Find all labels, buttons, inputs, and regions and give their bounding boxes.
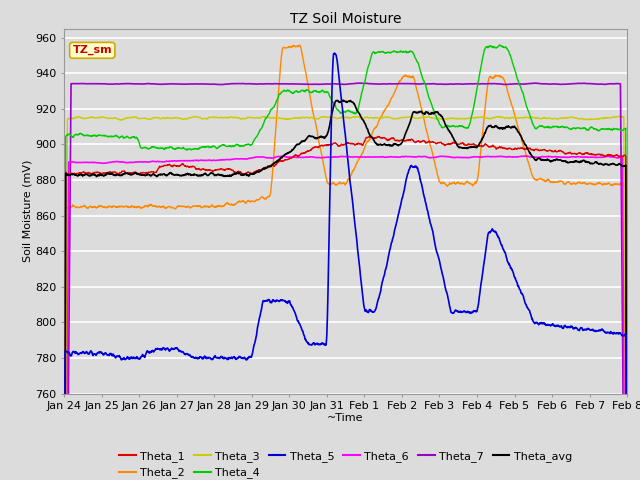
X-axis label: ~Time: ~Time [327, 413, 364, 422]
Title: TZ Soil Moisture: TZ Soil Moisture [290, 12, 401, 26]
Y-axis label: Soil Moisture (mV): Soil Moisture (mV) [22, 160, 33, 263]
Text: TZ_sm: TZ_sm [72, 45, 112, 56]
Legend: Theta_1, Theta_2, Theta_3, Theta_4, Theta_5, Theta_6, Theta_7, Theta_avg: Theta_1, Theta_2, Theta_3, Theta_4, Thet… [115, 446, 577, 480]
